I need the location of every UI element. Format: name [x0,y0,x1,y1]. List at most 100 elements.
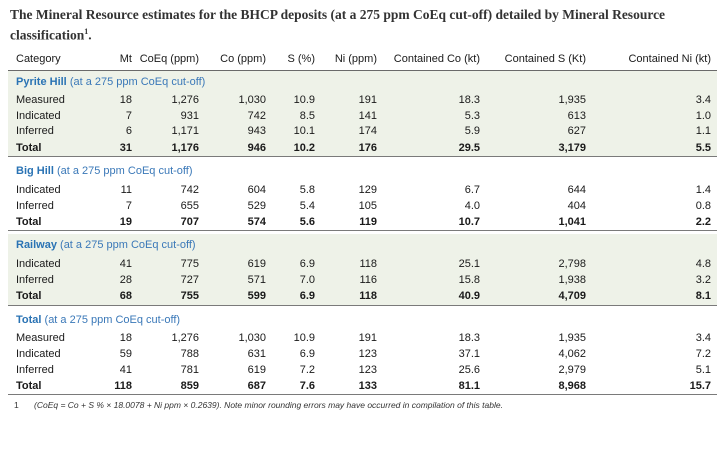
value-cell: 5.5 [592,139,717,158]
value-cell: 529 [205,197,272,214]
value-cell: 1,276 [138,92,205,109]
value-cell: 7.2 [272,361,321,378]
value-cell: 10.9 [272,330,321,347]
value-cell: 3.4 [592,92,717,109]
table-row: Indicated 11 742 604 5.8 129 6.7 644 1.4 [8,182,717,198]
value-cell: 7.2 [592,346,717,362]
group-header-row: Pyrite Hill (at a 275 ppm CoEq cut-off) [8,70,717,93]
category-cell: Indicated [8,346,96,362]
value-cell: 6.7 [383,182,486,198]
column-header: Contained S (Kt) [486,47,592,71]
group-spacer [8,230,717,235]
value-cell: 1,176 [138,139,205,158]
resource-table: Category Mt CoEq (ppm) Co (ppm) S (%) Ni (ppm… [8,47,717,396]
category-cell: Indicated [8,256,96,273]
value-cell: 5.8 [272,182,321,198]
value-cell: 788 [138,346,205,362]
value-cell: 10.9 [272,92,321,109]
table-row: Indicated 41 775 619 6.9 118 25.1 2,798 4.8 [8,256,717,273]
value-cell: 191 [321,92,383,109]
group-header: Pyrite Hill (at a 275 ppm CoEq cut-off) [8,70,717,93]
value-cell: 742 [138,182,205,198]
value-cell: 946 [205,139,272,158]
group-note: (at a 275 ppm CoEq cut-off) [60,239,196,252]
column-header: Co (ppm) [205,47,272,71]
value-cell: 7 [96,197,138,214]
value-cell: 931 [138,108,205,124]
value-cell: 687 [205,377,272,396]
group-spacer [8,156,717,161]
title-period: . [88,27,92,43]
value-cell: 118 [321,287,383,306]
value-cell: 1,276 [138,330,205,347]
value-cell: 18.3 [383,330,486,347]
total-row: Total 19 707 574 5.6 119 10.7 1,041 2.2 [8,213,717,232]
value-cell: 41 [96,256,138,273]
value-cell: 775 [138,256,205,273]
category-cell: Indicated [8,108,96,124]
value-cell: 29.5 [383,139,486,158]
column-header: Contained Ni (kt) [592,47,717,71]
group-note: (at a 275 ppm CoEq cut-off) [44,313,181,326]
value-cell: 6 [96,123,138,140]
value-cell: 123 [321,361,383,378]
value-cell: 1,030 [205,92,272,109]
value-cell: 4.8 [592,256,717,273]
value-cell: 25.1 [383,256,486,273]
value-cell: 129 [321,182,383,198]
category-cell: Inferred [8,197,96,214]
column-header: Category [8,47,96,71]
total-row: Total 68 755 599 6.9 118 40.9 4,709 8.1 [8,287,717,306]
value-cell: 1,030 [205,330,272,347]
column-header: CoEq (ppm) [138,47,205,71]
value-cell: 81.1 [383,377,486,396]
value-cell: 19 [96,213,138,232]
value-cell: 116 [321,272,383,288]
value-cell: 11 [96,182,138,198]
value-cell: 5.1 [592,361,717,378]
value-cell: 5.6 [272,213,321,232]
value-cell: 7.0 [272,272,321,288]
value-cell: 141 [321,108,383,124]
category-cell: Inferred [8,272,96,288]
category-cell: Inferred [8,123,96,140]
group-name: Big Hill [16,165,54,178]
value-cell: 118 [96,377,138,396]
value-cell: 59 [96,346,138,362]
value-cell: 10.7 [383,213,486,232]
value-cell: 1,041 [486,213,592,232]
title-text: The Mineral Resource estimates for the B… [10,7,666,43]
value-cell: 15.8 [383,272,486,288]
group-name: Total [16,313,42,326]
group-spacer [8,305,717,309]
value-cell: 3,179 [486,139,592,158]
group-header: Railway (at a 275 ppm CoEq cut-off) [8,234,717,257]
value-cell: 655 [138,197,205,214]
value-cell: 8.1 [592,287,717,306]
table-row: Inferred 28 727 571 7.0 116 15.8 1,938 3.2 [8,272,717,288]
column-header: Ni (ppm) [321,47,383,71]
table-row: Inferred 41 781 619 7.2 123 25.6 2,979 5.1 [8,361,717,378]
footnote: 1 (CoEq = Co + S % × 18.0078 + Ni ppm × 0… [8,400,717,410]
value-cell: 176 [321,139,383,158]
value-cell: 943 [205,123,272,140]
value-cell: 755 [138,287,205,306]
value-cell: 119 [321,213,383,232]
group-note: (at a 275 ppm CoEq cut-off) [56,165,193,178]
value-cell: 1,171 [138,123,205,140]
value-cell: 2.2 [592,213,717,232]
value-cell: 5.4 [272,197,321,214]
table-title: The Mineral Resource estimates for the B… [8,6,717,44]
value-cell: 123 [321,346,383,362]
value-cell: 5.9 [383,123,486,140]
column-header: S (%) [272,47,321,71]
value-cell: 4,709 [486,287,592,306]
value-cell: 574 [205,213,272,232]
value-cell: 3.2 [592,272,717,288]
category-cell: Measured [8,92,96,109]
value-cell: 10.1 [272,123,321,140]
group-name: Railway [16,239,57,252]
group-header-row: Total (at a 275 ppm CoEq cut-off) [8,308,717,331]
value-cell: 3.4 [592,330,717,347]
